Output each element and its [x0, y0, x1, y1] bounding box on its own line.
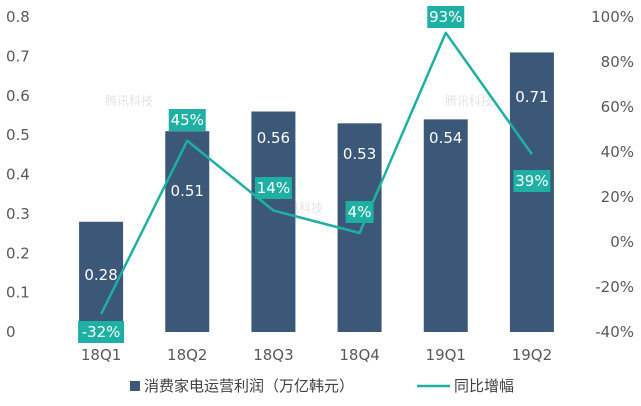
left-axis: 0 0.1 0.2 0.3 0.4 0.5 0.6 0.7 0.8 — [6, 8, 30, 341]
bar-series: 0.28 0.51 0.56 0.53 0.54 0.71 — [79, 52, 554, 332]
right-tick-label: 20% — [601, 188, 634, 206]
right-tick-label: -40% — [595, 323, 634, 341]
x-tick-label: 18Q3 — [253, 346, 293, 364]
growth-value-label: 39% — [515, 172, 548, 190]
line-series: -32% 45% 14% 4% 93% 39% — [78, 6, 551, 343]
left-tick-label: 0.6 — [6, 87, 30, 105]
right-tick-label: 80% — [601, 53, 634, 71]
bar-value-label: 0.56 — [257, 129, 290, 147]
growth-value-label: 4% — [348, 203, 372, 221]
x-tick-label: 19Q1 — [426, 346, 466, 364]
x-tick-label: 18Q2 — [167, 346, 207, 364]
left-tick-label: 0 — [6, 323, 16, 341]
legend-bar-swatch — [130, 381, 140, 391]
right-tick-label: -20% — [595, 278, 634, 296]
x-axis: 18Q1 18Q2 18Q3 18Q4 19Q1 19Q2 — [81, 346, 552, 364]
growth-label-box — [513, 170, 551, 192]
bar — [251, 111, 296, 332]
legend: 消费家电运营利润（万亿韩元） 同比增幅 — [130, 377, 514, 395]
left-tick-label: 0.4 — [6, 166, 30, 184]
bar-value-label: 0.28 — [84, 266, 117, 284]
x-tick-label: 18Q4 — [339, 346, 379, 364]
watermark-text: 腾讯科技 — [105, 93, 153, 108]
left-tick-label: 0.5 — [6, 126, 30, 144]
growth-label-box — [345, 201, 374, 223]
bar — [423, 119, 468, 332]
growth-line — [99, 31, 533, 315]
x-tick-label: 18Q1 — [81, 346, 121, 364]
left-tick-label: 0.1 — [6, 284, 30, 302]
bar-value-label: 0.71 — [515, 88, 548, 106]
right-tick-label: 0% — [610, 233, 634, 251]
growth-value-label: -32% — [82, 323, 121, 341]
growth-value-label: 93% — [429, 8, 462, 26]
growth-label-box — [254, 177, 292, 199]
growth-label-box — [168, 109, 206, 131]
bar — [509, 52, 554, 332]
left-tick-label: 0.8 — [6, 8, 30, 26]
legend-line-label: 同比增幅 — [454, 377, 514, 395]
growth-label-box — [78, 321, 125, 343]
growth-value-label: 14% — [257, 179, 290, 197]
left-tick-label: 0.2 — [6, 244, 30, 262]
right-tick-label: 60% — [601, 98, 634, 116]
bar-value-label: 0.51 — [171, 182, 204, 200]
bar — [337, 123, 382, 332]
left-tick-label: 0.3 — [6, 205, 30, 223]
left-tick-label: 0.7 — [6, 47, 30, 65]
growth-label-box — [427, 6, 465, 28]
right-tick-label: 40% — [601, 143, 634, 161]
legend-bar-label: 消费家电运营利润（万亿韩元） — [144, 377, 354, 395]
x-tick-label: 19Q2 — [512, 346, 552, 364]
growth-value-label: 45% — [171, 111, 204, 129]
right-tick-label: 100% — [591, 8, 634, 26]
bar-value-label: 0.53 — [343, 145, 376, 163]
bar — [165, 131, 210, 332]
bar-value-label: 0.54 — [429, 129, 462, 147]
watermark-text: 腾讯科技 — [445, 93, 493, 108]
right-axis: -40% -20% 0% 20% 40% 60% 80% 100% — [591, 8, 634, 341]
